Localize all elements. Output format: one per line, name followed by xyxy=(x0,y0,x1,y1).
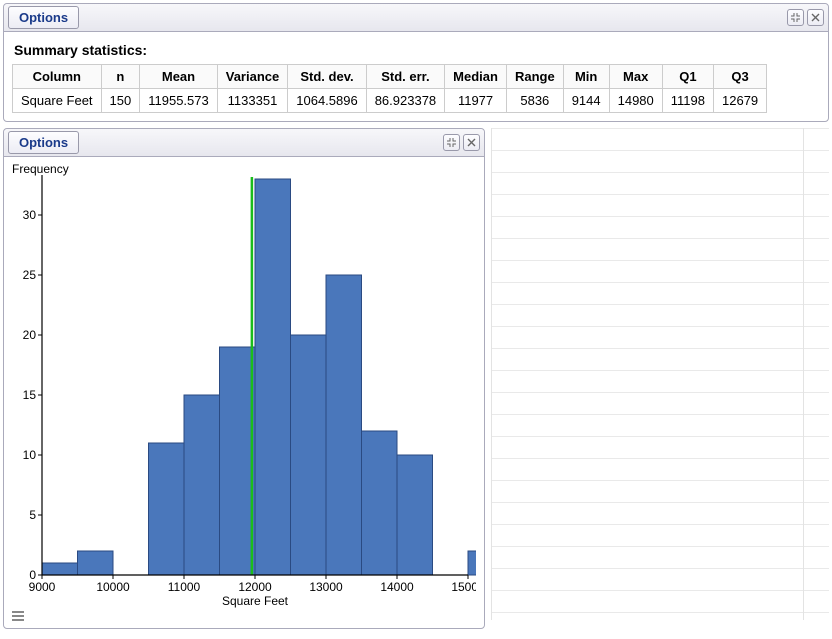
histogram-bar xyxy=(78,551,114,575)
histogram-chart: 0510152025309000100001100012000130001400… xyxy=(8,161,476,609)
summary-panel: Options Summary statistics: Column n Mea… xyxy=(3,3,829,122)
table-row: Square Feet 150 11955.573 1133351 1064.5… xyxy=(13,89,767,113)
x-tick-label: 15000 xyxy=(451,580,476,594)
options-button[interactable]: Options xyxy=(8,131,79,154)
summary-panel-header: Options xyxy=(4,4,828,32)
cell: 9144 xyxy=(563,89,609,113)
y-axis-label: Frequency xyxy=(12,162,69,176)
histogram-bar xyxy=(184,395,220,575)
cell: 11977 xyxy=(445,89,507,113)
x-tick-label: 12000 xyxy=(238,580,272,594)
x-tick-label: 9000 xyxy=(29,580,56,594)
col-header: Column xyxy=(13,65,102,89)
summary-title: Summary statistics: xyxy=(14,42,820,58)
col-header: Mean xyxy=(140,65,218,89)
cell: 5836 xyxy=(506,89,563,113)
col-header: n xyxy=(101,65,140,89)
histogram-bar xyxy=(255,179,291,575)
y-tick-label: 15 xyxy=(23,388,37,402)
y-tick-label: 10 xyxy=(23,448,37,462)
histogram-panel: Options 05101520253090001000011000120001… xyxy=(3,128,485,629)
cell: 1133351 xyxy=(217,89,288,113)
panel-controls xyxy=(787,9,824,26)
histogram-bar xyxy=(220,347,256,575)
cell: 150 xyxy=(101,89,140,113)
cell: 14980 xyxy=(609,89,662,113)
x-axis-label: Square Feet xyxy=(222,594,289,608)
col-header: Q1 xyxy=(662,65,713,89)
col-header: Q3 xyxy=(714,65,767,89)
x-tick-label: 14000 xyxy=(380,580,414,594)
col-header: Range xyxy=(506,65,563,89)
histogram-bar xyxy=(397,455,433,575)
col-header: Min xyxy=(563,65,609,89)
histogram-bar xyxy=(42,563,78,575)
table-header-row: Column n Mean Variance Std. dev. Std. er… xyxy=(13,65,767,89)
histogram-bar xyxy=(362,431,398,575)
cell: 11955.573 xyxy=(140,89,218,113)
summary-panel-body: Summary statistics: Column n Mean Varian… xyxy=(4,32,828,121)
histogram-panel-header: Options xyxy=(4,129,484,157)
close-icon[interactable] xyxy=(807,9,824,26)
cell: 86.923378 xyxy=(366,89,444,113)
cell: 11198 xyxy=(662,89,713,113)
col-header: Median xyxy=(445,65,507,89)
x-tick-label: 10000 xyxy=(96,580,130,594)
summary-stats-table: Column n Mean Variance Std. dev. Std. er… xyxy=(12,64,767,113)
y-tick-label: 20 xyxy=(23,328,37,342)
col-header: Variance xyxy=(217,65,288,89)
histogram-body: 0510152025309000100001100012000130001400… xyxy=(4,157,484,628)
cell: 1064.5896 xyxy=(288,89,366,113)
y-tick-label: 25 xyxy=(23,268,37,282)
col-header: Max xyxy=(609,65,662,89)
histogram-bar xyxy=(291,335,327,575)
y-tick-label: 5 xyxy=(29,508,36,522)
expand-icon[interactable] xyxy=(443,134,460,151)
cell: Square Feet xyxy=(13,89,102,113)
col-header: Std. dev. xyxy=(288,65,366,89)
x-tick-label: 11000 xyxy=(168,580,201,594)
options-button[interactable]: Options xyxy=(8,6,79,29)
panel-controls xyxy=(443,134,480,151)
expand-icon[interactable] xyxy=(787,9,804,26)
cell: 12679 xyxy=(714,89,767,113)
histogram-bar xyxy=(468,551,476,575)
y-tick-label: 30 xyxy=(23,208,37,222)
histogram-bar xyxy=(326,275,362,575)
close-icon[interactable] xyxy=(463,134,480,151)
spreadsheet-grid xyxy=(491,128,829,620)
histogram-bar xyxy=(149,443,185,575)
col-header: Std. err. xyxy=(366,65,444,89)
menu-icon[interactable] xyxy=(12,611,24,621)
x-tick-label: 13000 xyxy=(309,580,343,594)
